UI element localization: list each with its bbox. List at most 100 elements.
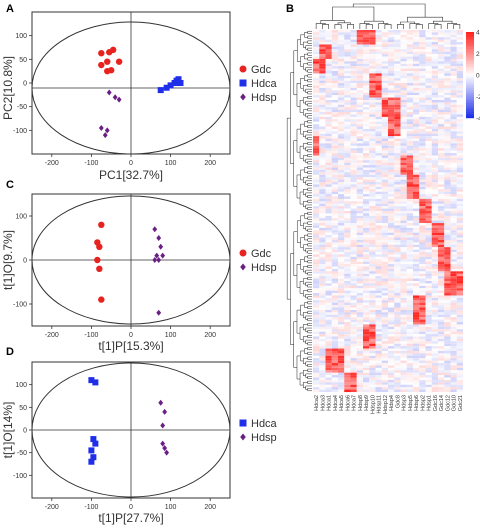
heatmap-cell	[444, 138, 451, 142]
heatmap-cell	[369, 116, 376, 120]
heatmap-cell	[338, 56, 345, 60]
dendrogram-branch	[307, 380, 312, 384]
heatmap-cell	[394, 338, 401, 342]
heatmap-cell	[338, 343, 345, 347]
dendrogram-branch	[307, 175, 312, 179]
heatmap-cell	[325, 268, 332, 272]
heatmap-cell	[363, 128, 370, 132]
heatmap-cell	[394, 225, 401, 228]
heatmap-cell	[431, 252, 439, 255]
heatmap-cell	[406, 264, 414, 267]
heatmap-cell	[406, 322, 414, 325]
dendrogram-branch	[307, 272, 312, 276]
heatmap-cell	[431, 54, 439, 57]
heatmap-cell	[313, 322, 320, 325]
colorbar-segment	[466, 38, 474, 41]
heatmap-cell	[450, 358, 457, 361]
heatmap-cell	[388, 232, 395, 236]
heatmap-cell	[406, 58, 414, 62]
heatmap-cell	[400, 350, 407, 354]
heatmap-cell	[400, 266, 407, 269]
heatmap-cell	[331, 42, 339, 45]
heatmap-cell	[450, 189, 457, 192]
heatmap-cell	[363, 273, 370, 277]
heatmap-cell	[381, 355, 389, 359]
heatmap-cell	[444, 102, 451, 105]
heatmap-cell	[388, 30, 395, 33]
heatmap-cell	[450, 39, 457, 43]
heatmap-cell	[431, 211, 439, 214]
heatmap-cell	[400, 182, 407, 185]
heatmap-cell	[319, 230, 326, 233]
heatmap-column-label: Hdca1	[327, 395, 333, 411]
heatmap-cell	[456, 109, 464, 113]
heatmap-cell	[313, 379, 320, 383]
heatmap-cell	[438, 211, 445, 214]
heatmap-cell	[431, 295, 439, 298]
heatmap-cell	[381, 334, 389, 337]
heatmap-cell	[369, 184, 376, 187]
colorbar-segment	[466, 109, 474, 112]
heatmap-cell	[450, 237, 457, 241]
heatmap-cell	[431, 382, 439, 385]
heatmap-cell	[425, 372, 432, 376]
heatmap-cell	[369, 314, 376, 318]
heatmap-cell	[381, 138, 389, 142]
heatmap-cell	[313, 191, 320, 195]
heatmap-cell	[350, 324, 357, 327]
heatmap-cell	[438, 49, 445, 52]
heatmap-cell	[325, 160, 332, 163]
heatmap-cell	[431, 169, 439, 173]
colorbar-segment	[466, 72, 474, 76]
heatmap-cell	[456, 186, 464, 190]
heatmap-cell	[313, 58, 320, 62]
heatmap-cell	[356, 184, 364, 187]
dendrogram-branch	[303, 143, 308, 150]
heatmap-cell	[425, 182, 432, 185]
heatmap-cell	[331, 309, 339, 313]
heatmap-cell	[356, 203, 364, 207]
heatmap-cell	[456, 51, 464, 55]
heatmap-cell	[400, 92, 407, 96]
heatmap-cell	[388, 73, 395, 76]
heatmap-cell	[419, 208, 426, 212]
heatmap-cell	[444, 370, 451, 373]
heatmap-cell	[350, 254, 357, 257]
heatmap-cell	[338, 206, 345, 209]
heatmap-cell	[369, 375, 376, 378]
heatmap-cell	[456, 150, 464, 154]
heatmap-cell	[369, 141, 376, 144]
heatmap-cell	[444, 167, 451, 171]
heatmap-cell	[450, 30, 457, 33]
heatmap-cell	[331, 186, 339, 190]
heatmap-cell	[356, 138, 364, 142]
heatmap-cell	[394, 341, 401, 344]
heatmap-cell	[431, 218, 439, 221]
heatmap-cell	[388, 102, 395, 105]
heatmap-cell	[338, 266, 345, 269]
heatmap-cell	[413, 83, 420, 86]
heatmap-cell	[394, 343, 401, 347]
heatmap-cell	[438, 319, 445, 323]
dendrogram-branch	[299, 372, 304, 386]
heatmap-cell	[344, 39, 351, 43]
heatmap-cell	[313, 56, 320, 60]
dendrogram-branch	[347, 24, 354, 29]
heatmap-cell	[325, 107, 332, 110]
heatmap-cell	[331, 278, 339, 282]
heatmap-cell	[313, 237, 320, 241]
heatmap-cell	[406, 358, 414, 361]
heatmap-cell	[431, 30, 439, 33]
heatmap-cell	[419, 182, 426, 185]
heatmap-cell	[325, 119, 332, 122]
heatmap-cell	[344, 157, 351, 161]
heatmap-cell	[381, 220, 389, 224]
heatmap-cell	[375, 334, 382, 337]
heatmap-cell	[313, 223, 320, 226]
heatmap-column-label: Hdsp8	[358, 395, 364, 411]
heatmap-cell	[319, 384, 326, 388]
heatmap-cell	[444, 382, 451, 385]
heatmap-cell	[356, 326, 364, 330]
panel-d-point-hdca	[92, 440, 99, 447]
heatmap-cell	[394, 232, 401, 236]
